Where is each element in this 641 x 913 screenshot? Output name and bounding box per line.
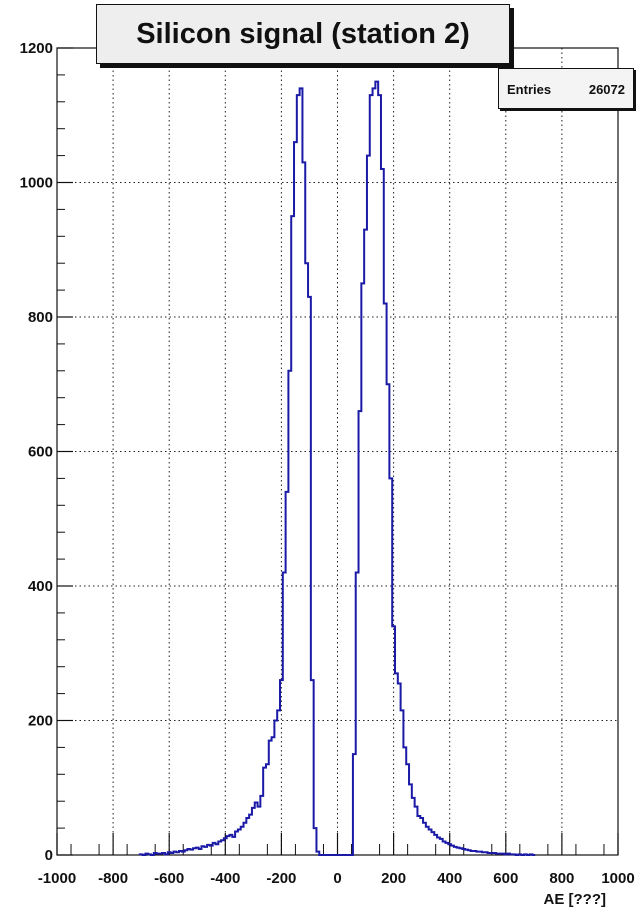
x-tick-label: -400 bbox=[210, 870, 240, 887]
y-tick-label: 0 bbox=[45, 847, 53, 864]
x-tick-label: -600 bbox=[154, 870, 184, 887]
x-tick-label: 200 bbox=[381, 870, 406, 887]
x-axis-title: AE [???] bbox=[544, 891, 606, 908]
stats-entries-label: Entries bbox=[507, 82, 552, 97]
x-tick-label: -800 bbox=[98, 870, 128, 887]
x-tick-label: 600 bbox=[493, 870, 518, 887]
x-tick-label: 400 bbox=[437, 870, 462, 887]
chart-title: Silicon signal (station 2) bbox=[96, 4, 510, 64]
x-tick-label: 0 bbox=[333, 870, 341, 887]
x-tick-label: 800 bbox=[549, 870, 574, 887]
y-tick-label: 600 bbox=[28, 444, 53, 461]
histogram-series-line bbox=[138, 80, 536, 856]
y-tick-labels: 0 200 400 600 800 1000 1200 bbox=[20, 40, 53, 864]
y-tick-label: 200 bbox=[28, 713, 53, 730]
x-tick-label: -200 bbox=[266, 870, 296, 887]
y-tick-label: 400 bbox=[28, 578, 53, 595]
x-tick-labels: -1000 -800 -600 -400 -200 0 200 400 600 800 1000 bbox=[38, 870, 635, 887]
y-tick-label: 1000 bbox=[20, 175, 53, 192]
grid-lines bbox=[57, 48, 618, 855]
y-tick-label: 800 bbox=[28, 309, 53, 326]
stats-box: Entries 26072 bbox=[498, 68, 634, 109]
x-tick-label: -1000 bbox=[38, 870, 76, 887]
y-tick-label: 1200 bbox=[20, 40, 53, 57]
x-tick-label: 1000 bbox=[601, 870, 634, 887]
stats-entries-value: 26072 bbox=[588, 82, 625, 97]
